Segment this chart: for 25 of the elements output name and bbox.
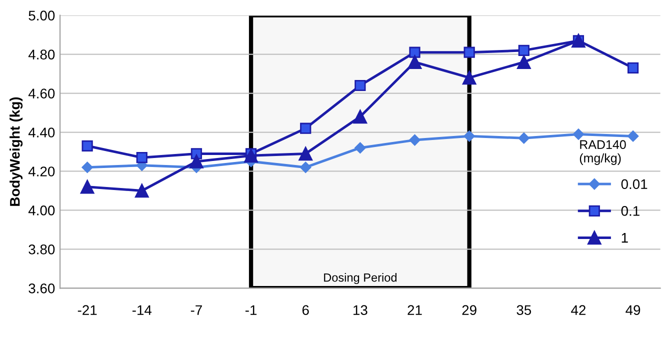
band-label: Dosing Period: [324, 273, 396, 284]
x-tick-label: -14: [132, 305, 152, 315]
x-tick-label: 29: [462, 305, 476, 316]
y-tick-label: 3.80: [28, 244, 55, 254]
legend-label: 0.1: [621, 206, 640, 216]
y-tick-label: 4.60: [28, 88, 55, 98]
x-tick-label: 42: [571, 305, 586, 315]
y-tick-label: 4.40: [28, 128, 55, 138]
y-tick-label: 4.20: [28, 166, 55, 176]
x-tick-label: 49: [626, 305, 640, 316]
y-tick-label: 5.00: [28, 10, 55, 21]
x-tick-label: 13: [354, 305, 368, 316]
x-tick-label: -1: [245, 305, 257, 315]
y-tick-label: 3.60: [28, 283, 55, 294]
x-tick-label: 21: [408, 305, 422, 315]
x-tick-label: 6: [302, 305, 309, 316]
y-axis-title: BodyWeight (kg): [10, 97, 23, 206]
legend-title: RAD140 (mg/kg): [580, 140, 626, 165]
legend-label: 1: [622, 233, 628, 243]
x-tick-label: -7: [190, 305, 202, 315]
legend-label: 0.01: [621, 179, 648, 190]
x-tick-label: 35: [516, 305, 532, 316]
y-tick-label: 4.00: [28, 206, 55, 216]
x-tick-label: -21: [78, 305, 97, 315]
y-tick-label: 4.80: [28, 50, 55, 60]
